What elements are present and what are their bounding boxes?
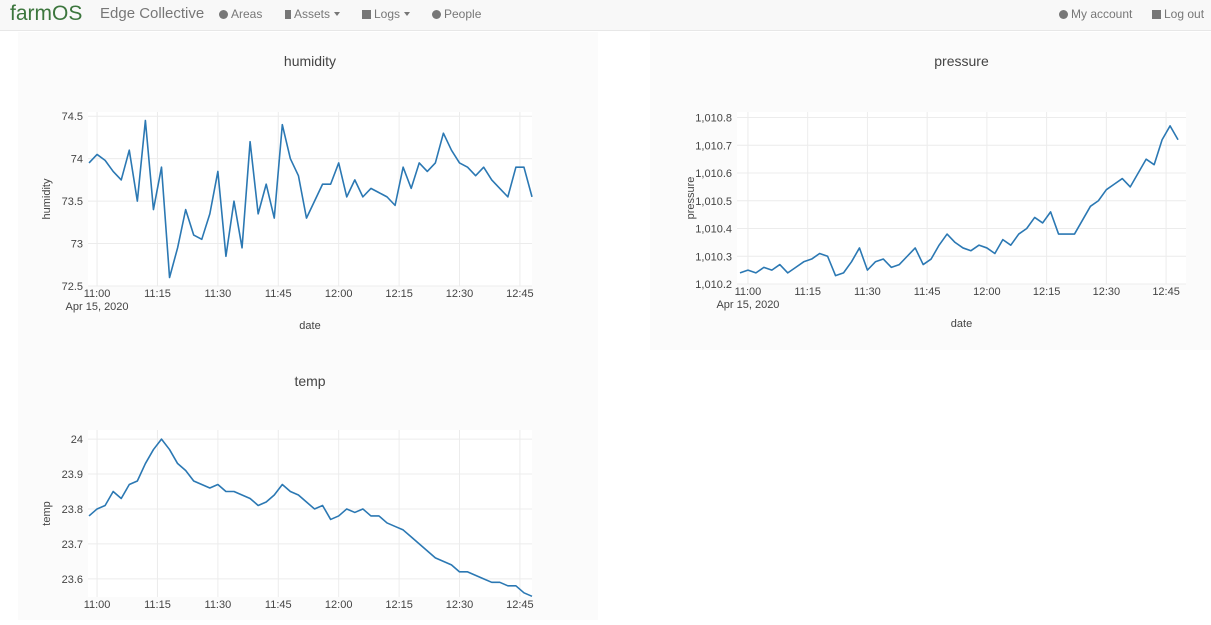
nav-item[interactable]: People bbox=[432, 7, 481, 21]
nav-label: People bbox=[444, 7, 482, 21]
x-tick-label: 12:00 bbox=[973, 286, 1001, 298]
y-tick-label: 1,010.6 bbox=[695, 168, 732, 180]
x-tick-label: 12:30 bbox=[446, 288, 474, 300]
chart-title: temp bbox=[294, 373, 325, 389]
x-axis-title: date bbox=[299, 320, 320, 332]
data-line bbox=[88, 438, 533, 598]
x-tick-label: 11:45 bbox=[265, 288, 292, 300]
y-tick-label: 1,010.5 bbox=[695, 196, 732, 208]
x-tick-label: 11:45 bbox=[265, 599, 292, 611]
x-tick-label: 12:45 bbox=[506, 599, 534, 611]
y-tick-label: 1,010.8 bbox=[695, 113, 732, 125]
nav-item[interactable]: Log out bbox=[1152, 7, 1204, 21]
chart-panel: 72.5 73 73.5 74 74.5 11:00 Apr 15, 2020 11:15 11… bbox=[18, 32, 598, 350]
chart: 1,010.2 1,010.3 1,010.4 1,010.5 1,010.6 1,010… bbox=[685, 53, 1186, 330]
y-tick-label: 73.5 bbox=[62, 196, 83, 208]
y-tick-label: 23.6 bbox=[62, 574, 83, 586]
y-tick-label: 74 bbox=[71, 154, 83, 166]
x-tick-label: 11:45 bbox=[914, 286, 941, 298]
x-date-label: Apr 15, 2020 bbox=[66, 301, 129, 313]
y-tick-label: 74.5 bbox=[62, 111, 83, 123]
navbar: farmOS Edge Collective Areas Assets Logs… bbox=[0, 0, 1211, 31]
x-tick-label: 12:00 bbox=[325, 599, 353, 611]
x-tick-label: 11:15 bbox=[144, 599, 171, 611]
brand[interactable]: farmOS bbox=[10, 2, 83, 25]
x-date-label: Apr 15, 2020 bbox=[716, 299, 779, 311]
chart-title: pressure bbox=[934, 53, 989, 69]
nav-item[interactable]: Assets bbox=[285, 7, 341, 21]
x-tick-label: 11:15 bbox=[794, 286, 821, 298]
x-tick-label: 12:30 bbox=[446, 599, 474, 611]
x-tick-label: 12:15 bbox=[1033, 286, 1061, 298]
nav-label: My account bbox=[1071, 7, 1133, 21]
x-tick-label: 11:30 bbox=[854, 286, 881, 298]
x-tick-label: 12:00 bbox=[325, 288, 353, 300]
y-axis-title: temp bbox=[41, 501, 53, 525]
y-tick-label: 23.9 bbox=[62, 469, 83, 481]
data-line bbox=[88, 119, 533, 279]
x-tick-label: 11:30 bbox=[205, 288, 232, 300]
nav-label: Logs bbox=[374, 7, 401, 21]
nav-label: Assets bbox=[294, 7, 331, 21]
y-tick-label: 23.8 bbox=[62, 504, 83, 516]
nav-label: Areas bbox=[231, 7, 263, 21]
site-name[interactable]: Edge Collective bbox=[100, 5, 205, 22]
y-axis-title: pressure bbox=[685, 177, 697, 220]
nav-item[interactable]: Areas bbox=[219, 7, 262, 21]
x-axis-title: date bbox=[951, 318, 972, 330]
y-axis-title: humidity bbox=[41, 178, 53, 219]
x-tick-label: 11:30 bbox=[205, 599, 232, 611]
x-tick-label: 11:00 bbox=[735, 286, 762, 298]
chart-title: humidity bbox=[284, 53, 336, 69]
nav-item[interactable]: My account bbox=[1059, 7, 1132, 21]
x-tick-label: 12:45 bbox=[506, 288, 534, 300]
chart-panel: 23.6 23.7 23.8 23.9 24 11:00 11:15 11:30 11:45 12… bbox=[18, 350, 598, 620]
nav-label: Log out bbox=[1164, 7, 1205, 21]
y-tick-label: 1,010.7 bbox=[695, 140, 732, 152]
x-tick-label: 11:00 bbox=[84, 599, 111, 611]
x-tick-label: 12:45 bbox=[1152, 286, 1180, 298]
plot-area bbox=[737, 112, 1186, 284]
data-line bbox=[739, 125, 1179, 277]
plot-area bbox=[88, 112, 532, 286]
y-tick-label: 24 bbox=[71, 434, 83, 446]
x-tick-label: 11:00 bbox=[84, 288, 111, 300]
plot-area bbox=[88, 430, 532, 597]
x-tick-label: 12:30 bbox=[1093, 286, 1121, 298]
chart: 23.6 23.7 23.8 23.9 24 11:00 11:15 11:30 11:45 12… bbox=[41, 373, 534, 611]
x-tick-label: 11:15 bbox=[144, 288, 171, 300]
y-tick-label: 1,010.4 bbox=[695, 224, 732, 236]
chart-panel: 1,010.2 1,010.3 1,010.4 1,010.5 1,010.6 1,010… bbox=[650, 32, 1211, 350]
nav-item[interactable]: Logs bbox=[362, 7, 411, 21]
x-tick-label: 12:15 bbox=[385, 599, 413, 611]
y-tick-label: 72.5 bbox=[62, 281, 83, 293]
y-tick-label: 73 bbox=[71, 239, 83, 251]
y-tick-label: 1,010.2 bbox=[695, 279, 732, 291]
x-tick-label: 12:15 bbox=[385, 288, 413, 300]
y-tick-label: 23.7 bbox=[62, 539, 83, 551]
y-tick-label: 1,010.3 bbox=[695, 251, 732, 263]
